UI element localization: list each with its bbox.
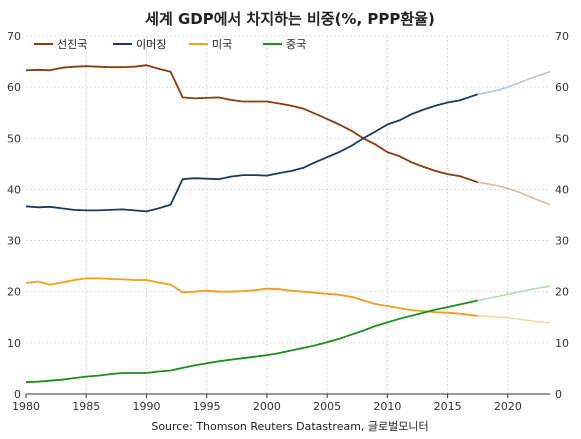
series-line-3: [25, 299, 478, 384]
y-tick-label-left: 10: [7, 337, 21, 350]
x-tick-label: 1980: [12, 400, 40, 413]
x-tick-label: 1995: [193, 400, 221, 413]
y-tick-label-right: 40: [555, 183, 569, 196]
y-tick-label-right: 50: [555, 132, 569, 145]
grid: [26, 35, 550, 394]
legend-label-3: 중국: [286, 38, 306, 51]
series-line-1: [25, 93, 478, 213]
x-tick-label: 2010: [373, 400, 401, 413]
series-line-0: [25, 64, 478, 184]
y-tick-label-left: 40: [7, 183, 21, 196]
x-tick-label: 2020: [494, 400, 522, 413]
source-note: Source: Thomson Reuters Datastream, 글로벌모…: [151, 420, 428, 433]
x-tick-label: 1985: [72, 400, 100, 413]
legend: 선진국 이머징 미국 중국: [34, 38, 306, 51]
y-tick-label-left: 20: [7, 286, 21, 299]
legend-label-2: 미국: [212, 38, 232, 51]
legend-label-1: 이머징: [136, 38, 166, 51]
legend-label-0: 선진국: [57, 38, 87, 51]
y-tick-label-left: 60: [7, 81, 21, 94]
y-tick-label-right: 30: [555, 235, 569, 248]
series-line-forecast-3: [477, 285, 551, 302]
series-line-forecast-2: [477, 315, 551, 324]
x-tick-label: 2005: [313, 400, 341, 413]
series-line-2: [25, 277, 478, 317]
y-tick-label-right: 20: [555, 286, 569, 299]
y-tick-label-right: 70: [555, 30, 569, 43]
series-line-forecast-0: [477, 181, 551, 206]
y-tick-label-left: 70: [7, 30, 21, 43]
series-line-forecast-1: [477, 71, 551, 96]
x-tick-label: 1990: [132, 400, 160, 413]
y-tick-label-right: 60: [555, 81, 569, 94]
series-lines: [25, 64, 551, 384]
y-tick-label-left: 0: [14, 388, 21, 401]
y-tick-label-right: 0: [555, 388, 562, 401]
x-tick-label: 2000: [253, 400, 281, 413]
y-tick-label-right: 10: [555, 337, 569, 350]
x-tick-label: 2015: [434, 400, 462, 413]
chart-title: 세계 GDP에서 차지하는 비중(%, PPP환율): [145, 10, 435, 28]
y-tick-label-left: 30: [7, 235, 21, 248]
y-tick-label-left: 50: [7, 132, 21, 145]
